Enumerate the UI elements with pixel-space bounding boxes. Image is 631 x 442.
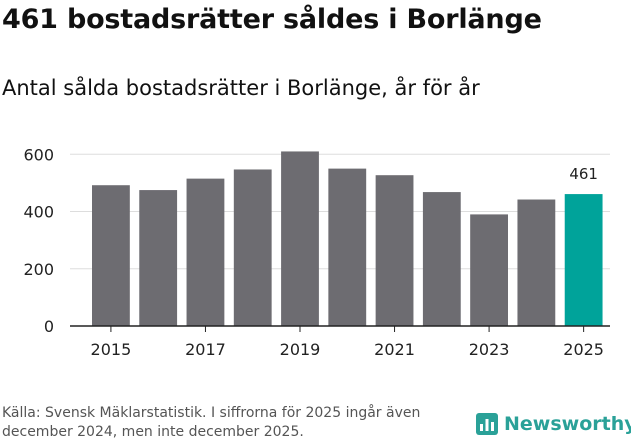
chart-subtitle: Antal sålda bostadsrätter i Borlänge, år… xyxy=(2,76,480,100)
bar-2015 xyxy=(92,185,130,326)
bar-2019 xyxy=(281,151,319,326)
bar-2020 xyxy=(328,168,367,326)
bar-2021 xyxy=(375,175,414,326)
y-tick-label: 200 xyxy=(23,260,54,279)
data-labels: 461 xyxy=(569,165,598,183)
bar-2018 xyxy=(233,169,272,326)
x-tick-label: 2021 xyxy=(374,340,415,359)
y-tick-label: 600 xyxy=(23,145,54,164)
x-tick-label: 2017 xyxy=(185,340,226,359)
brand-name: Newsworthy xyxy=(504,413,631,435)
x-tick-label: 2015 xyxy=(91,340,132,359)
x-axis xyxy=(70,325,610,332)
source-note: Källa: Svensk Mäklarstatistik. I siffror… xyxy=(2,405,421,440)
bar-2022 xyxy=(422,192,461,326)
bar-2023 xyxy=(470,214,508,326)
data-label: 461 xyxy=(569,165,598,183)
bar-2016 xyxy=(139,190,178,326)
bar-2024 xyxy=(517,199,556,326)
y-tick-label: 0 xyxy=(44,317,54,336)
newsworthy-brand[interactable]: Newsworthy xyxy=(476,410,631,438)
headline: 461 bostadsrätter såldes i Borlänge xyxy=(2,4,542,35)
x-tick-label: 2025 xyxy=(563,340,604,359)
x-tick-label: 2019 xyxy=(280,340,321,359)
bar-2017 xyxy=(186,178,225,326)
x-axis-tick-labels: 2015 2017 2019 2021 2023 2025 xyxy=(91,340,604,359)
newsworthy-logo-icon xyxy=(476,413,498,435)
y-axis-tick-labels: 0 200 400 600 xyxy=(23,145,54,336)
y-tick-label: 400 xyxy=(23,203,54,222)
bar-2025 xyxy=(564,194,603,326)
bars xyxy=(92,151,603,326)
x-tick-label: 2023 xyxy=(469,340,510,359)
bar-chart: 0 200 400 600 2015 2017 2019 2021 2023 2025 461 xyxy=(23,145,610,359)
